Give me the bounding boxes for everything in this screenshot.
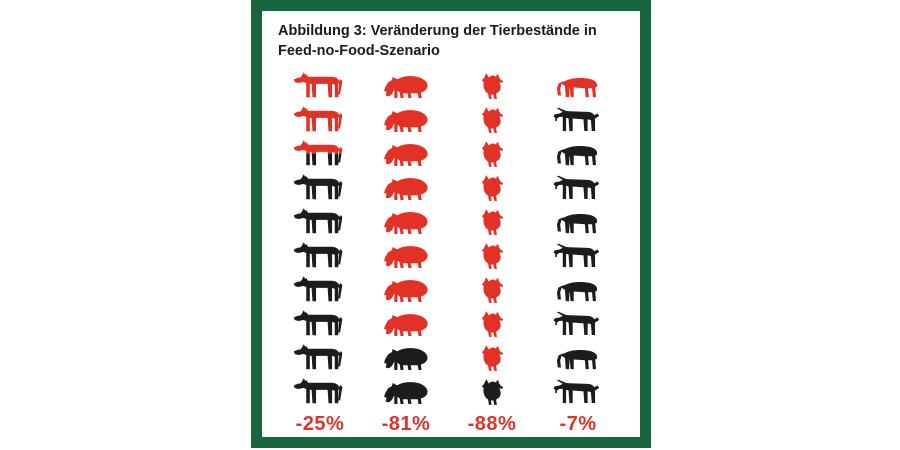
figure-title-line2: Feed-no-Food-Szenario <box>278 43 440 59</box>
icon-cell <box>535 205 621 239</box>
pig-icon <box>381 141 431 169</box>
goat-graze-icon <box>553 74 604 101</box>
cow-icon <box>292 208 349 237</box>
hen-icon <box>481 242 504 271</box>
cow-icon <box>292 72 349 101</box>
icon-cell <box>449 103 535 137</box>
icon-cell <box>277 307 363 341</box>
icon-cell <box>535 171 621 205</box>
pig-icon <box>381 73 431 101</box>
hen-icon <box>481 208 504 237</box>
goat-graze-icon <box>553 142 604 169</box>
goat-stand-icon <box>552 311 605 339</box>
hen-icon <box>481 276 504 305</box>
change-label: -25% <box>295 413 345 435</box>
icon-cell <box>277 273 363 307</box>
icon-cell <box>363 239 449 273</box>
icon-cell <box>277 171 363 205</box>
icon-cell <box>363 375 449 409</box>
icon-cell <box>277 103 363 137</box>
icon-cell <box>277 137 363 171</box>
hen-icon <box>481 106 504 135</box>
column-pigs: -81% <box>363 69 449 436</box>
change-label: -88% <box>467 413 517 435</box>
cow-icon <box>292 310 349 339</box>
column-goats: -7% <box>535 69 621 436</box>
icon-cell <box>449 239 535 273</box>
pictogram-chart: -25% -81% -88% -7% <box>277 69 621 436</box>
icon-cell <box>535 69 621 103</box>
icon-cell <box>277 69 363 103</box>
hen-icon <box>481 72 504 101</box>
figure-title-line1: Abbildung 3: Veränderung der Tierbeständ… <box>278 23 597 39</box>
icon-cell <box>535 239 621 273</box>
icon-cell <box>363 69 449 103</box>
icon-cell <box>535 375 621 409</box>
icon-cell <box>363 137 449 171</box>
icon-cell <box>535 273 621 307</box>
icon-cell <box>363 273 449 307</box>
hen-icon <box>481 174 504 203</box>
change-label: -7% <box>559 413 597 435</box>
cow-icon <box>292 242 349 271</box>
icon-cell <box>535 103 621 137</box>
icon-cell <box>449 375 535 409</box>
goat-graze-icon <box>553 210 604 237</box>
goat-stand-icon <box>552 175 605 203</box>
cow-icon <box>292 378 349 407</box>
icon-cell <box>449 273 535 307</box>
pig-icon <box>381 379 431 407</box>
icon-cell <box>449 137 535 171</box>
goat-stand-icon <box>552 243 605 271</box>
hen-icon <box>481 140 504 169</box>
figure-frame: Abbildung 3: Veränderung der Tierbeständ… <box>251 0 651 448</box>
figure-title: Abbildung 3: Veränderung der Tierbeständ… <box>278 21 597 61</box>
icon-cell <box>449 205 535 239</box>
pig-icon <box>381 243 431 271</box>
goat-stand-icon <box>552 107 605 135</box>
column-poultry: -88% <box>449 69 535 436</box>
cow-icon <box>292 174 349 203</box>
cow-icon <box>292 140 349 169</box>
icon-cell <box>277 375 363 409</box>
icon-cell <box>277 205 363 239</box>
icon-cell <box>535 137 621 171</box>
column-cattle: -25% <box>277 69 363 436</box>
hen-icon <box>481 344 504 373</box>
icon-cell <box>363 171 449 205</box>
cow-icon <box>292 106 349 135</box>
icon-cell <box>449 171 535 205</box>
icon-cell <box>363 341 449 375</box>
icon-cell <box>363 205 449 239</box>
icon-cell <box>363 103 449 137</box>
icon-cell <box>535 341 621 375</box>
goat-stand-icon <box>552 379 605 407</box>
icon-cell <box>449 69 535 103</box>
pig-icon <box>381 175 431 203</box>
goat-graze-icon <box>553 346 604 373</box>
cow-icon <box>292 276 349 305</box>
icon-cell <box>363 307 449 341</box>
pig-icon <box>381 345 431 373</box>
pig-icon <box>381 107 431 135</box>
icon-cell <box>277 239 363 273</box>
pig-icon <box>381 209 431 237</box>
hen-icon <box>481 310 504 339</box>
pig-icon <box>381 311 431 339</box>
pig-icon <box>381 277 431 305</box>
icon-cell <box>449 307 535 341</box>
icon-cell <box>449 341 535 375</box>
hen-icon <box>481 378 504 407</box>
cow-icon <box>292 344 349 373</box>
goat-graze-icon <box>553 278 604 305</box>
icon-cell <box>277 341 363 375</box>
change-label: -81% <box>381 413 431 435</box>
icon-cell <box>535 307 621 341</box>
